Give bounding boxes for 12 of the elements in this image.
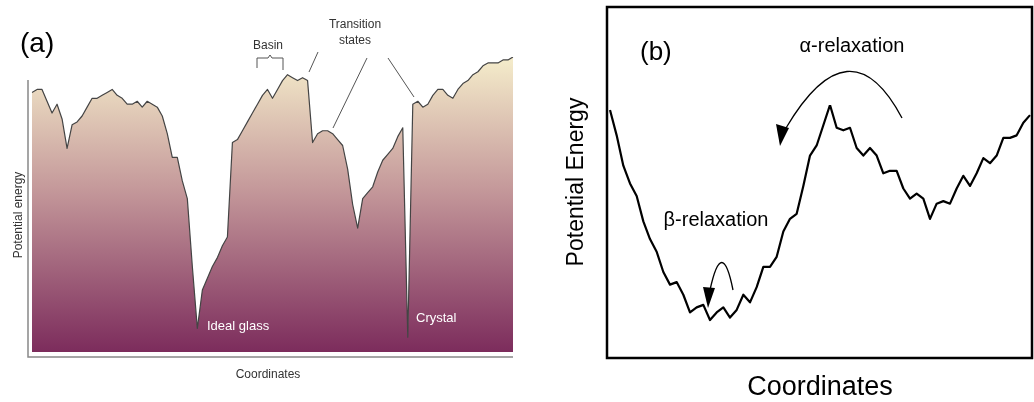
chart-title: (a) (20, 27, 55, 58)
y-axis-title: Potential energy (11, 171, 25, 259)
annotation: Crystal (416, 310, 457, 325)
text: α-relaxation (799, 34, 905, 56)
x-axis-title: Coordinates (747, 371, 893, 401)
chart-title: (b) (640, 36, 672, 66)
text: Transition states (328, 17, 382, 47)
x-axis-title: Coordinates (235, 367, 301, 381)
text: Basin (252, 38, 284, 52)
y-axis-title: Potential Energy (562, 97, 588, 267)
annotation: β-relaxation (663, 208, 769, 230)
annotation: Ideal glass (207, 318, 270, 333)
